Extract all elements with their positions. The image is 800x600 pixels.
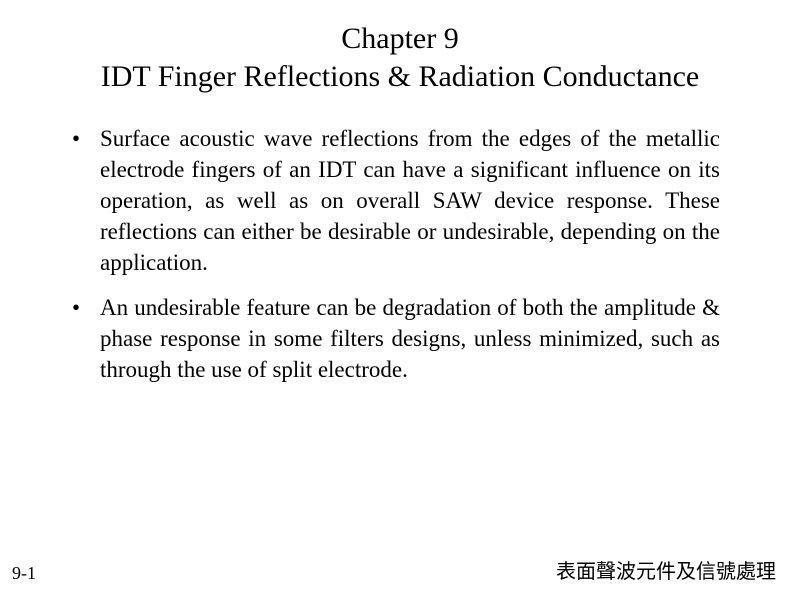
title-line-2: IDT Finger Reflections & Radiation Condu… [50, 58, 750, 96]
list-item: Surface acoustic wave reflections from t… [100, 123, 720, 278]
title-line-1: Chapter 9 [50, 20, 750, 58]
list-item: An undesirable feature can be degradatio… [100, 292, 720, 385]
footer-label: 表面聲波元件及信號處理 [556, 555, 776, 584]
page-number: 9-1 [12, 563, 36, 584]
slide: Chapter 9 IDT Finger Reflections & Radia… [0, 0, 800, 600]
bullet-list: Surface acoustic wave reflections from t… [50, 123, 750, 385]
slide-title: Chapter 9 IDT Finger Reflections & Radia… [50, 20, 750, 95]
